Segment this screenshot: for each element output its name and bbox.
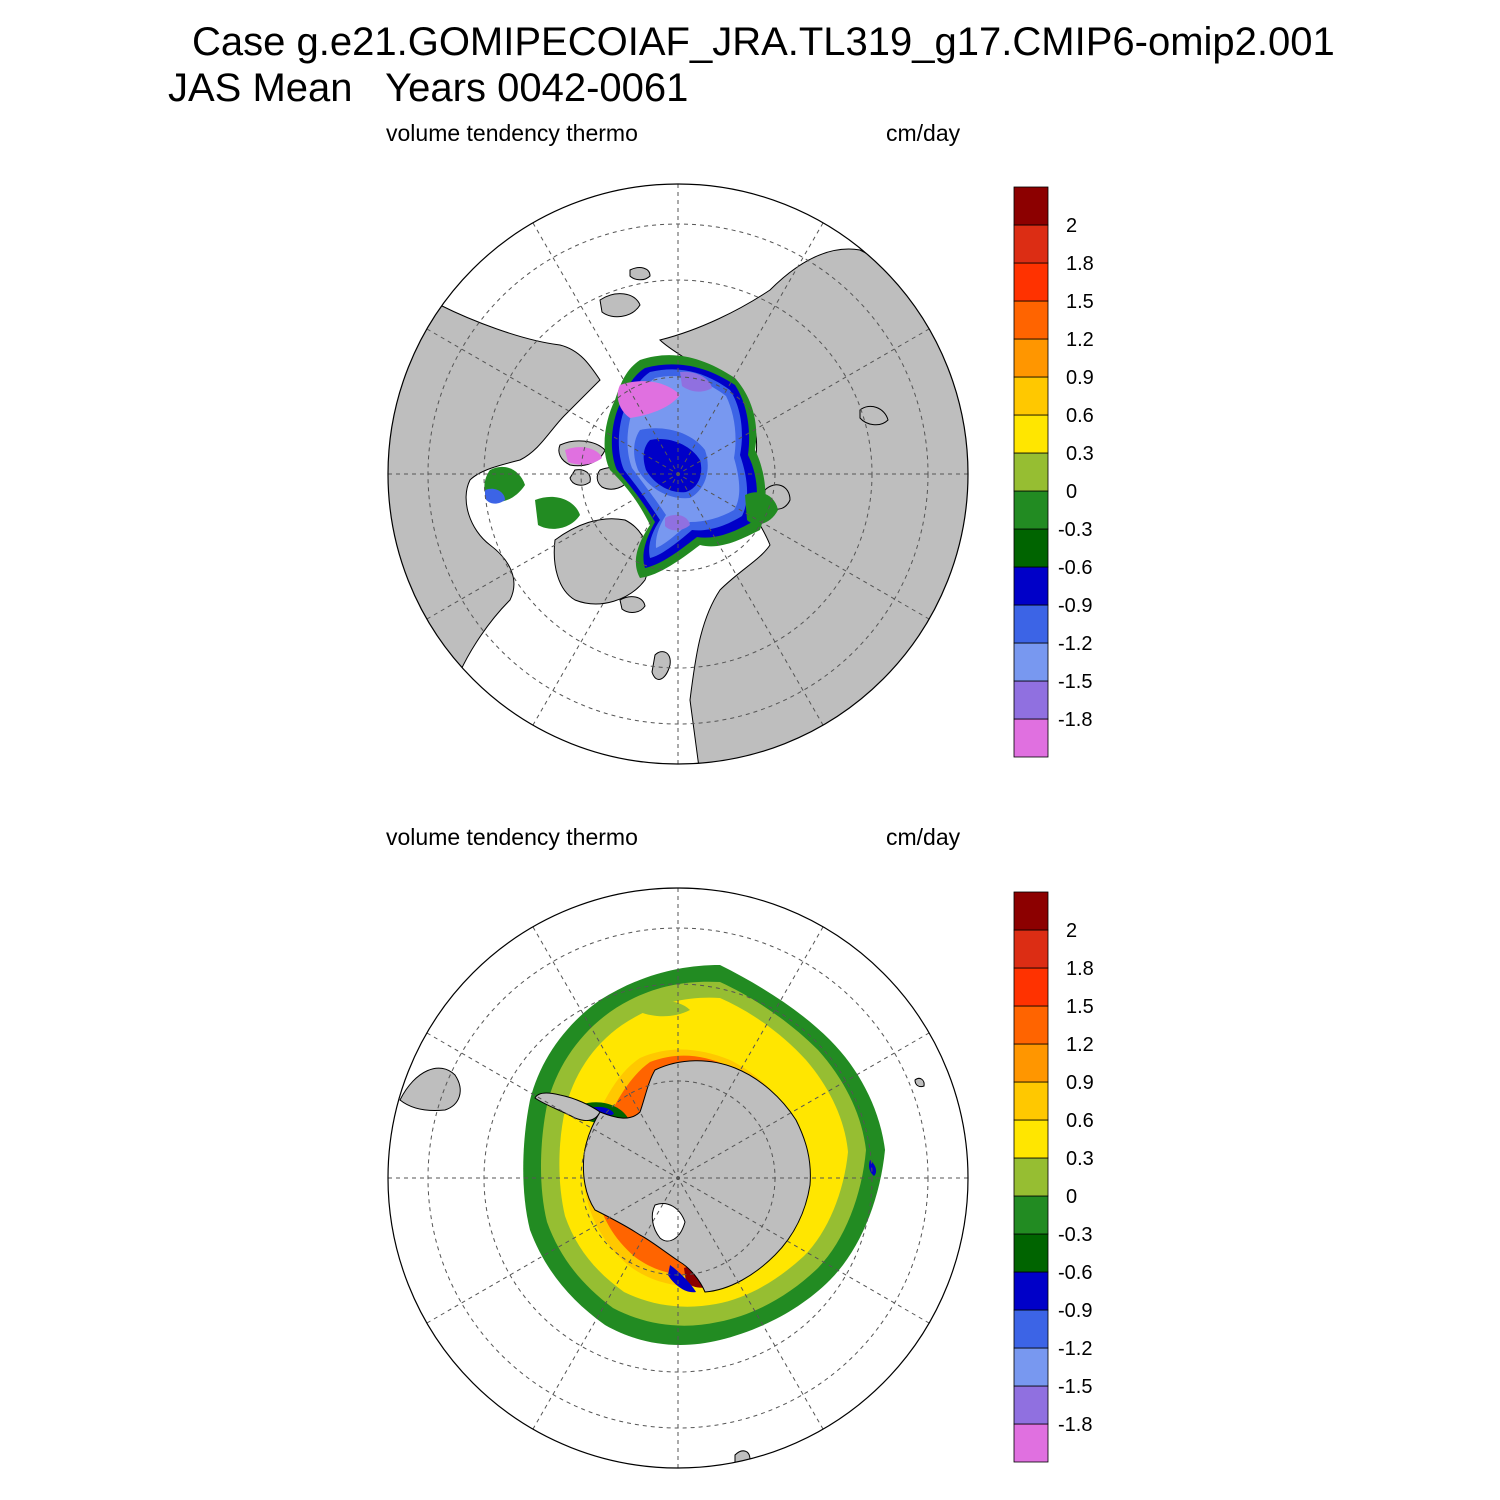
north-colorbar-tick-label: -0.9 [1058, 595, 1092, 617]
north-graticule [388, 184, 968, 764]
north-colorbar-swatch [1013, 604, 1049, 644]
north-colorbar-tick-label: -1.2 [1058, 633, 1092, 655]
south-colorbar-swatch [1013, 1119, 1049, 1159]
north-ice-field [484, 355, 778, 578]
north-colorbar-tick-label: -1.5 [1058, 671, 1092, 693]
figure-title-line2: JAS Mean Years 0042-0061 [168, 66, 689, 110]
figure-title-line1: Case g.e21.GOMIPECOIAF_JRA.TL319_g17.CMI… [192, 20, 1335, 64]
north-colorbar-tick-label: 1.8 [1066, 253, 1094, 275]
north-colorbar-tick-label: 1.5 [1066, 291, 1094, 313]
north-colorbar-swatch [1013, 376, 1049, 416]
south-colorbar-swatch [1013, 1347, 1049, 1387]
south-colorbar-swatch [1013, 1081, 1049, 1121]
north-colorbar-swatch [1013, 490, 1049, 530]
south-colorbar-swatch [1013, 929, 1049, 969]
south-land [399, 1060, 925, 1468]
south-colorbar-swatch [1013, 1043, 1049, 1083]
south-colorbar-tick-label: 1.8 [1066, 958, 1094, 980]
north-polar-map [388, 184, 968, 764]
north-panel-units-label: cm/day [886, 120, 961, 146]
south-colorbar-swatch [1013, 1195, 1049, 1235]
south-colorbar-swatch [1013, 891, 1049, 931]
north-colorbar-swatch [1013, 452, 1049, 492]
north-colorbar-swatch [1013, 414, 1049, 454]
south-colorbar-swatch [1013, 1271, 1049, 1311]
north-land [388, 248, 968, 764]
north-colorbar-swatch [1013, 528, 1049, 568]
north-colorbar-swatch [1013, 224, 1049, 264]
north-colorbar-swatch [1013, 186, 1049, 226]
north-colorbar-tick-label: -0.3 [1058, 519, 1092, 541]
north-map-border [387, 183, 969, 765]
south-colorbar-tick-label: 0.3 [1066, 1148, 1094, 1170]
south-colorbar-tick-label: 2 [1066, 920, 1077, 942]
north-colorbar-tick-label: 1.2 [1066, 329, 1094, 351]
north-colorbar-swatch [1013, 262, 1049, 302]
south-colorbar-swatch [1013, 1309, 1049, 1349]
north-panel-left-label: volume tendency thermo [386, 120, 638, 146]
south-colorbar-tick-label: 0.6 [1066, 1110, 1094, 1132]
south-panel-units-label: cm/day [886, 824, 961, 850]
north-colorbar-swatch [1013, 338, 1049, 378]
north-colorbar-swatch [1013, 566, 1049, 606]
south-colorbar-swatch [1013, 1005, 1049, 1045]
south-polar-map [388, 888, 968, 1468]
north-colorbar: -1.8 -1.5 -1.2 -0.9 -0.6 -0.3 0 0.3 0.6 0.9 1.2 1.5… [1013, 186, 1094, 758]
south-colorbar-swatch [1013, 1233, 1049, 1273]
south-colorbar-tick-label: -0.6 [1058, 1262, 1092, 1284]
north-colorbar-tick-label: -1.8 [1058, 709, 1092, 731]
north-colorbar-tick-label: 0.6 [1066, 405, 1094, 427]
south-colorbar-tick-label: -0.3 [1058, 1224, 1092, 1246]
south-colorbar-swatch [1013, 967, 1049, 1007]
north-colorbar-tick-label: 0.3 [1066, 443, 1094, 465]
south-colorbar-tick-label: 1.2 [1066, 1034, 1094, 1056]
south-colorbar-tick-label: 0 [1066, 1186, 1077, 1208]
north-colorbar-tick-label: 2 [1066, 215, 1077, 237]
south-map-border [387, 887, 969, 1469]
south-panel-left-label: volume tendency thermo [386, 824, 638, 850]
north-colorbar-swatch [1013, 642, 1049, 682]
south-colorbar-tick-label: -1.5 [1058, 1376, 1092, 1398]
north-colorbar-swatch [1013, 300, 1049, 340]
north-colorbar-tick-label: -0.6 [1058, 557, 1092, 579]
south-colorbar-tick-label: 1.5 [1066, 996, 1094, 1018]
south-colorbar-swatch [1013, 1157, 1049, 1197]
south-colorbar-tick-label: -0.9 [1058, 1300, 1092, 1322]
north-colorbar-swatch [1013, 718, 1049, 758]
south-colorbar-swatch [1013, 1423, 1049, 1463]
north-colorbar-tick-label: 0.9 [1066, 367, 1094, 389]
south-colorbar: -1.8 -1.5 -1.2 -0.9 -0.6 -0.3 0 0.3 0.6 0.9 1.2 1.5… [1013, 891, 1094, 1463]
south-colorbar-tick-label: -1.2 [1058, 1338, 1092, 1360]
south-graticule [388, 888, 968, 1468]
north-colorbar-tick-label: 0 [1066, 481, 1077, 503]
south-colorbar-tick-label: 0.9 [1066, 1072, 1094, 1094]
south-colorbar-tick-label: -1.8 [1058, 1414, 1092, 1436]
north-colorbar-swatch [1013, 680, 1049, 720]
south-colorbar-swatch [1013, 1385, 1049, 1425]
